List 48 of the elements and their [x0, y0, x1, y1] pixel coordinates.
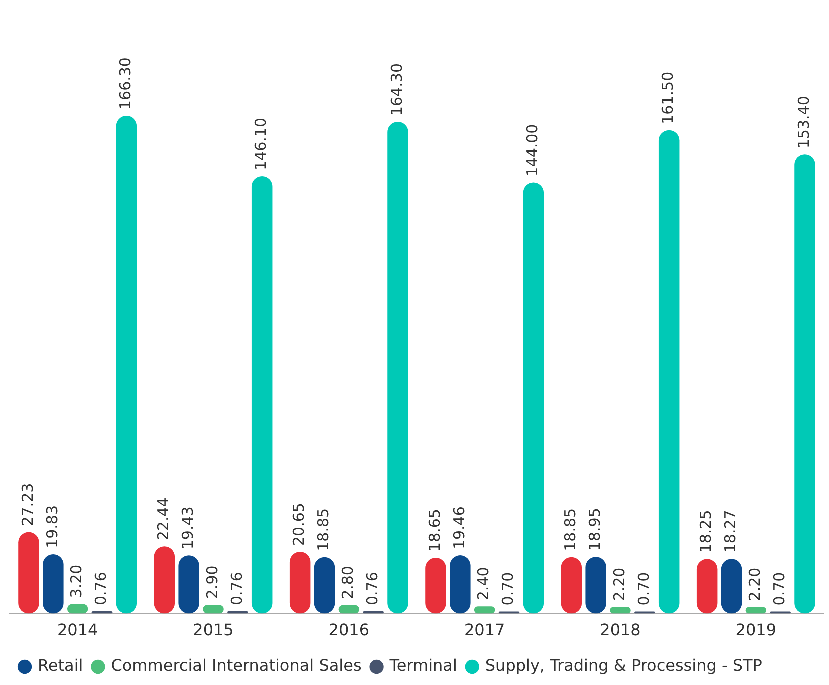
data-label: 27.23 [18, 483, 37, 526]
data-label: 0.76 [92, 572, 110, 606]
data-label: 18.95 [586, 508, 604, 552]
data-label: 0.70 [634, 572, 653, 606]
bar [116, 116, 138, 614]
x-tick-label: 2019 [736, 620, 777, 640]
data-label: 22.44 [154, 498, 173, 541]
bar [18, 532, 40, 614]
data-label: 18.65 [426, 509, 444, 552]
data-label: 2.90 [203, 566, 222, 600]
data-label: 18.25 [697, 510, 716, 554]
data-label: 0.76 [363, 572, 382, 606]
data-label: 144.00 [524, 124, 542, 177]
data-label: 19.83 [43, 505, 62, 548]
legend-label: Retail [38, 656, 84, 676]
data-label: 2.40 [474, 567, 493, 601]
data-label: 146.10 [252, 118, 270, 170]
data-label: 2.20 [610, 568, 628, 602]
data-label: 19.46 [450, 506, 468, 550]
data-label: 153.40 [794, 96, 813, 149]
bar [154, 546, 176, 614]
data-label: 20.65 [290, 503, 308, 546]
x-tick-label: 2018 [600, 620, 641, 640]
bar [523, 182, 544, 614]
data-label: 18.85 [314, 508, 333, 552]
data-label: 164.30 [388, 63, 406, 116]
data-label: 18.27 [722, 510, 740, 554]
bar [658, 130, 680, 614]
data-label: 166.30 [116, 58, 135, 110]
data-label: 161.50 [659, 72, 678, 124]
data-label: 3.20 [68, 564, 86, 598]
data-label: 0.76 [228, 572, 246, 606]
data-label: 19.43 [178, 506, 197, 550]
legend-label: Terminal [388, 656, 458, 676]
data-label: 0.70 [499, 572, 518, 606]
x-tick-label: 2017 [464, 620, 506, 640]
x-tick-label: 2014 [57, 620, 98, 640]
data-label: 2.80 [339, 566, 358, 600]
x-tick-label: 2015 [193, 620, 234, 640]
bar [794, 154, 816, 614]
data-label: 18.85 [562, 508, 580, 552]
bar [252, 176, 273, 614]
bar [388, 122, 408, 614]
data-label: 0.70 [770, 572, 788, 606]
x-tick-label: 2016 [328, 620, 370, 640]
data-label: 2.20 [746, 568, 764, 602]
legend-label: Supply, Trading & Processing - STP [485, 656, 763, 676]
legend-label: Commercial International Sales [111, 656, 362, 676]
